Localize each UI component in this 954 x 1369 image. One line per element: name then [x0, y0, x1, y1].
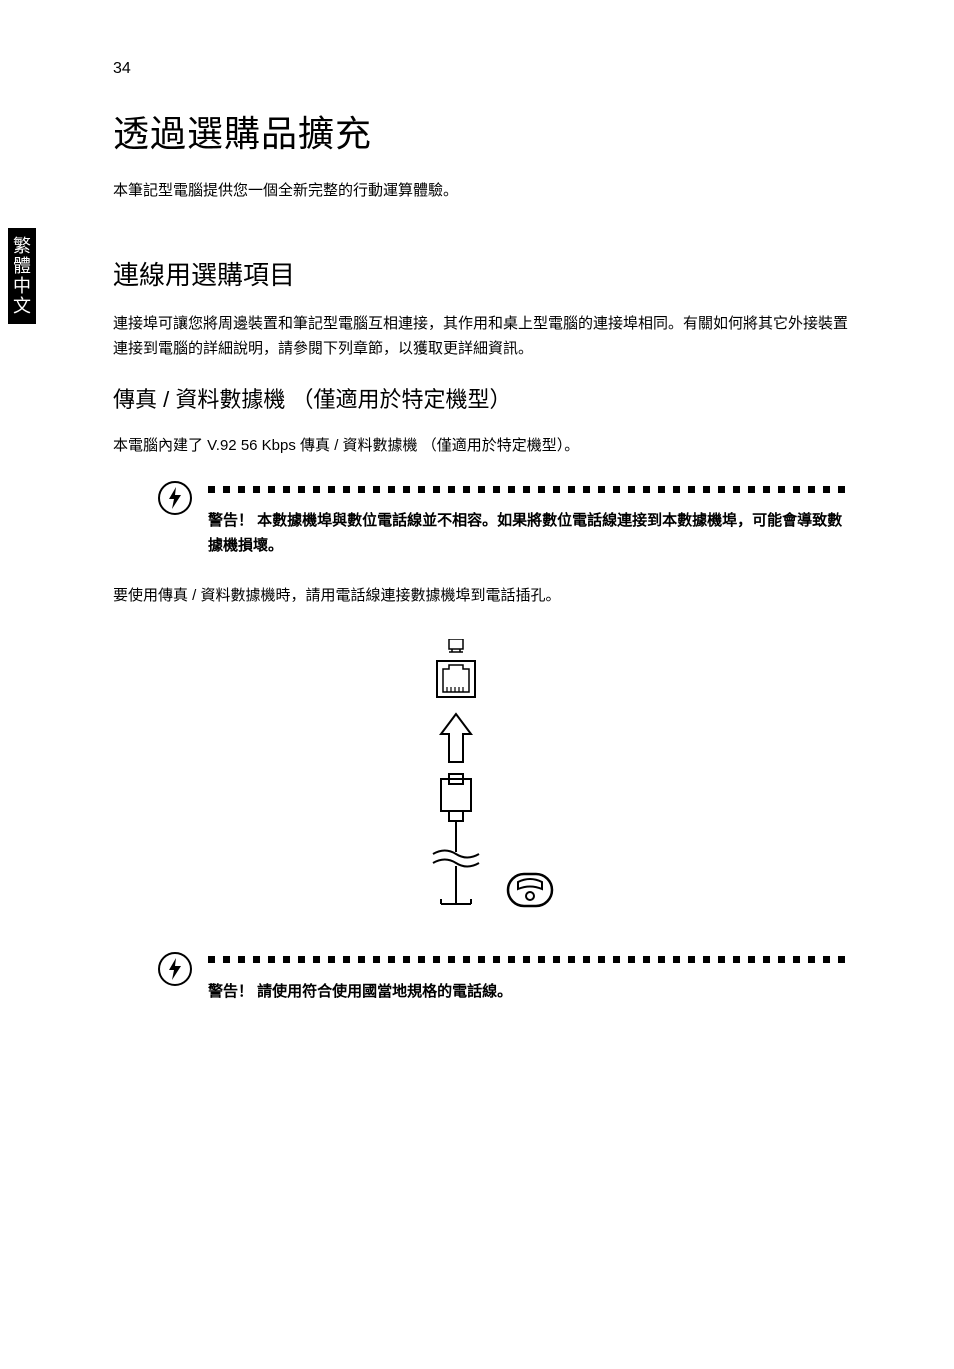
- usage-paragraph: 要使用傳真 / 資料數據機時，請用電話線連接數據機埠到電話插孔。: [113, 584, 853, 609]
- page-number: 34: [113, 60, 131, 78]
- warning-content: 警告！ 本數據機埠與數位電話線並不相容。如果將數位電話線連接到本數據機埠，可能會…: [208, 483, 853, 559]
- main-heading: 透過選購品擴充: [113, 105, 853, 157]
- warning-text-1: 警告！ 本數據機埠與數位電話線並不相容。如果將數位電話線連接到本數據機埠，可能會…: [208, 509, 853, 559]
- warning-icon-wrap: [158, 952, 193, 986]
- sub-heading-connectivity: 連線用選購項目: [113, 255, 853, 292]
- language-side-tab: 繁體中文: [8, 228, 36, 324]
- dotted-divider: [208, 954, 853, 966]
- page-content: 透過選購品擴充 本筆記型電腦提供您一個全新完整的行動運算體驗。 連線用選購項目 …: [113, 105, 853, 1029]
- connectivity-paragraph: 連接埠可讓您將周邊裝置和筆記型電腦互相連接，其作用和桌上型電腦的連接埠相同。有關…: [113, 312, 853, 362]
- warning-text-2: 警告！ 請使用符合使用國當地規格的電話線。: [208, 980, 853, 1005]
- modem-paragraph: 本電腦內建了 V.92 56 Kbps 傳真 / 資料數據機 （僅適用於特定機型…: [113, 434, 853, 459]
- lightning-icon: [158, 481, 192, 515]
- warning-icon-wrap: [158, 481, 193, 515]
- warning-block-1: 警告！ 本數據機埠與數位電話線並不相容。如果將數位電話線連接到本數據機埠，可能會…: [113, 483, 853, 559]
- intro-paragraph: 本筆記型電腦提供您一個全新完整的行動運算體驗。: [113, 179, 853, 200]
- section-heading-modem: 傳真 / 資料數據機 （僅適用於特定機型）: [113, 382, 853, 414]
- modem-connection-diagram: [113, 639, 853, 919]
- warning-content: 警告！ 請使用符合使用國當地規格的電話線。: [208, 954, 853, 1005]
- diagram-svg: [393, 639, 573, 919]
- lightning-icon: [158, 952, 192, 986]
- warning-block-2: 警告！ 請使用符合使用國當地規格的電話線。: [113, 954, 853, 1005]
- dotted-divider: [208, 483, 853, 495]
